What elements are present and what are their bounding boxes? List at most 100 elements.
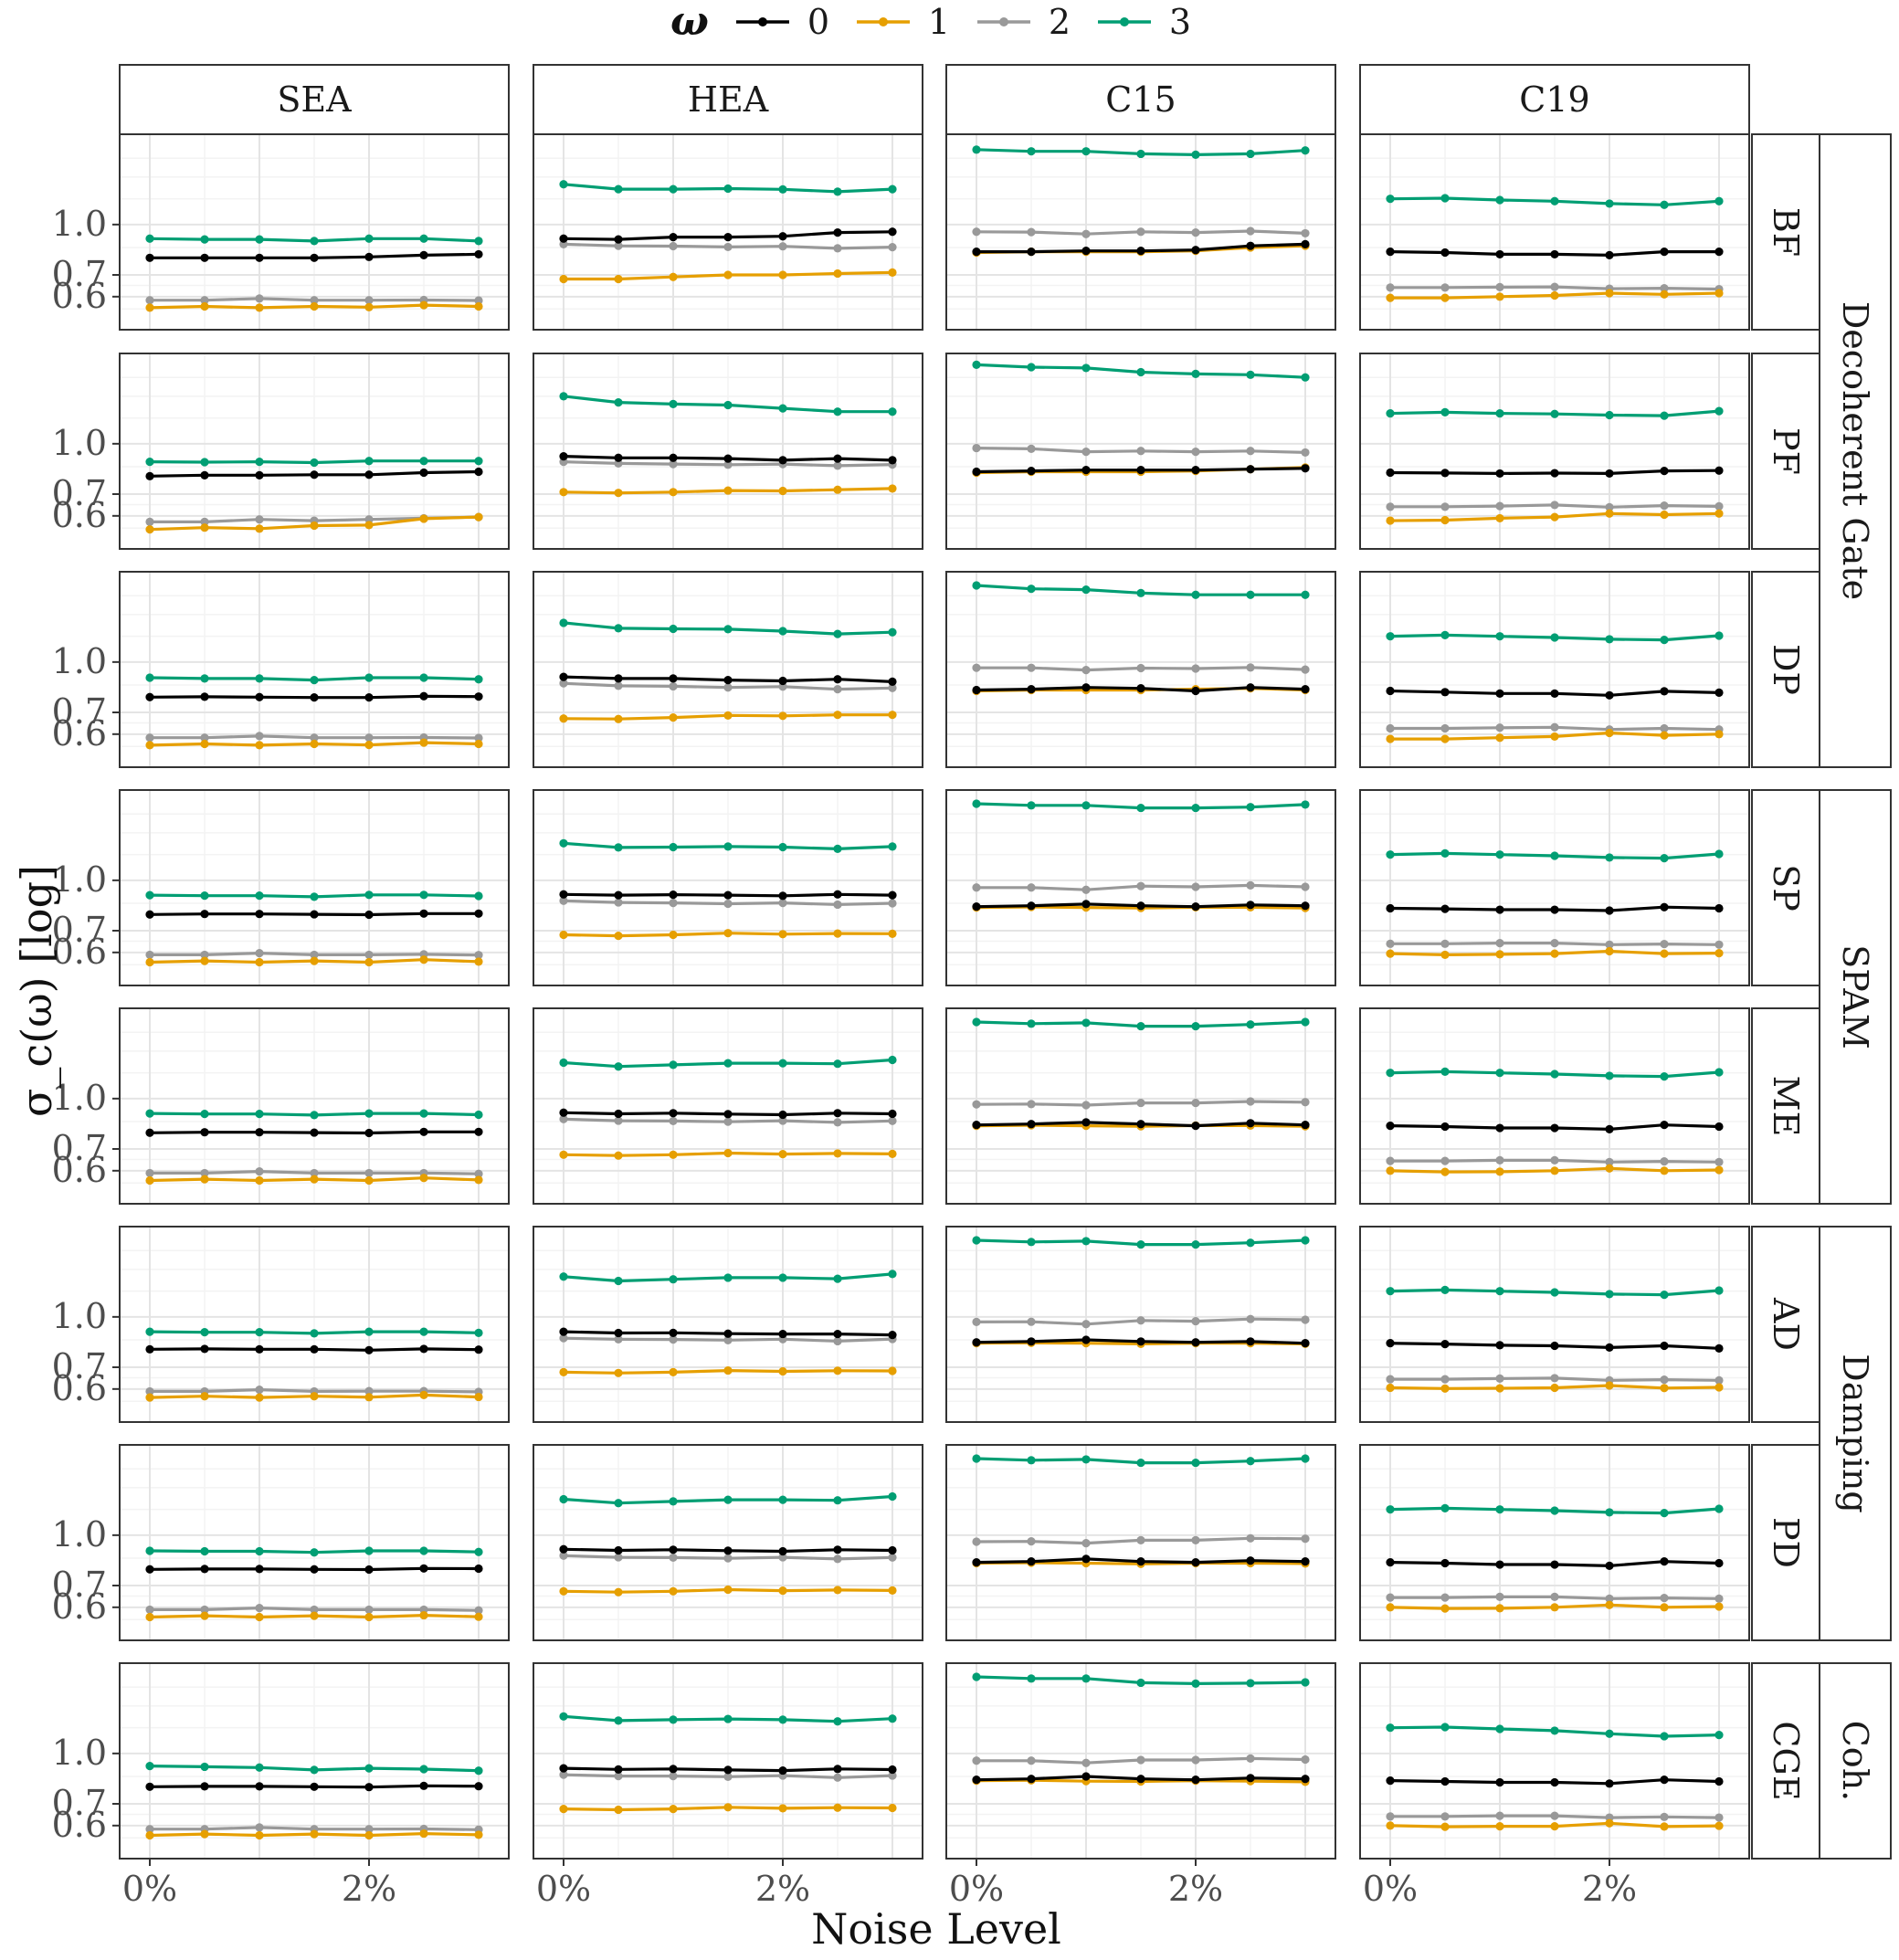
data-point-omega-0 [669,1328,678,1337]
data-point-omega-0 [1440,1776,1450,1786]
data-point-omega-2 [1386,939,1395,948]
data-point-omega-2 [1081,1101,1091,1110]
data-point-omega-3 [723,1495,733,1504]
row-strip [1751,571,1820,768]
panel-border [945,571,1336,768]
data-point-omega-2 [833,1554,842,1564]
data-point-omega-0 [1440,248,1450,258]
data-point-omega-1 [310,1392,319,1401]
data-point-omega-0 [255,1128,264,1137]
data-point-omega-0 [888,1765,897,1775]
legend-entry-label: 0 [807,2,829,42]
data-point-omega-2 [1440,723,1450,733]
row-strip-label: SP [1766,864,1806,912]
data-point-omega-3 [474,1766,483,1776]
y-tick-label: 0.7 [52,1346,107,1386]
data-point-omega-2 [1660,501,1669,511]
data-point-omega-0 [200,1344,209,1354]
data-point-omega-0 [145,471,154,480]
data-point-omega-3 [364,890,374,900]
y-tick-label: 1.0 [52,1078,107,1118]
data-point-omega-0 [778,1765,787,1776]
data-point-omega-2 [614,681,623,690]
data-point-omega-3 [1136,1458,1145,1468]
data-point-omega-0 [723,454,733,463]
data-point-omega-3 [1660,1508,1669,1518]
data-point-omega-2 [1246,227,1255,236]
data-point-omega-0 [1246,1774,1255,1783]
data-point-omega-3 [419,673,428,682]
data-point-omega-2 [1660,1594,1669,1603]
data-point-omega-3 [833,1274,842,1283]
data-point-omega-3 [669,1497,678,1506]
data-point-omega-0 [1136,1775,1145,1784]
data-point-omega-2 [310,950,319,960]
row-group-strip [1819,1226,1892,1641]
panel-border [119,571,510,768]
data-point-omega-1 [1386,1821,1395,1830]
data-point-omega-3 [1136,803,1145,813]
data-point-omega-2 [145,1386,154,1396]
data-point-omega-0 [1386,1557,1395,1567]
data-point-omega-3 [1550,196,1559,205]
data-point-omega-3 [1301,1236,1310,1245]
data-point-omega-2 [1081,229,1091,238]
data-point-omega-2 [972,1317,981,1326]
data-point-omega-0 [1440,688,1450,697]
data-point-omega-0 [614,1328,623,1338]
data-point-omega-0 [474,249,483,259]
data-point-omega-1 [1386,293,1395,302]
data-point-omega-2 [255,1823,264,1832]
panel-C19-AD [1359,1226,1750,1423]
data-point-omega-1 [723,486,733,495]
data-point-omega-1 [614,1805,623,1815]
data-point-omega-3 [888,1491,897,1502]
data-point-omega-3 [1495,1287,1504,1296]
data-point-omega-2 [1714,1157,1724,1166]
data-point-omega-3 [1386,409,1395,418]
row-strip [1751,1226,1820,1423]
data-point-omega-2 [1495,282,1504,291]
data-point-omega-0 [1027,1337,1036,1346]
data-point-omega-2 [972,663,981,672]
data-point-omega-3 [559,392,568,401]
data-point-omega-0 [419,1781,428,1790]
data-point-omega-2 [1714,1375,1724,1385]
panel-border [119,1444,510,1641]
data-point-omega-1 [559,274,568,284]
data-point-omega-0 [419,1564,428,1573]
data-point-omega-0 [559,451,568,461]
data-point-omega-2 [559,679,568,688]
panel-border [1359,133,1750,331]
data-point-omega-3 [1081,147,1091,156]
data-point-omega-3 [888,184,897,194]
data-point-omega-3 [1246,149,1255,159]
row-strip-label: BF [1766,207,1806,257]
data-point-omega-1 [474,1392,483,1402]
data-point-omega-3 [1081,585,1091,595]
data-point-omega-2 [778,1116,787,1125]
data-point-omega-1 [145,741,154,750]
data-point-omega-2 [1440,502,1450,511]
data-point-omega-3 [1191,1679,1200,1688]
data-point-omega-3 [723,1273,733,1282]
x-tick-label: 2% [755,1869,810,1909]
data-point-omega-2 [1191,228,1200,237]
panel-border [533,789,923,986]
data-point-omega-0 [1246,1556,1255,1565]
data-point-omega-3 [145,458,154,467]
data-point-omega-1 [1660,1384,1669,1393]
y-tick-label: 0.7 [52,1565,107,1605]
column-strip-label: SEA [277,79,352,120]
data-point-omega-0 [833,890,842,899]
panel-C19-BF [1359,133,1750,331]
data-point-omega-3 [1550,1070,1559,1079]
data-point-omega-2 [1660,1375,1669,1385]
data-point-omega-0 [778,1329,787,1339]
data-point-omega-1 [1495,1604,1504,1613]
data-point-omega-0 [723,1546,733,1555]
data-point-omega-0 [364,1128,374,1138]
data-point-omega-2 [1246,1314,1255,1323]
data-point-omega-1 [669,1367,678,1376]
data-point-omega-0 [1246,1119,1255,1128]
